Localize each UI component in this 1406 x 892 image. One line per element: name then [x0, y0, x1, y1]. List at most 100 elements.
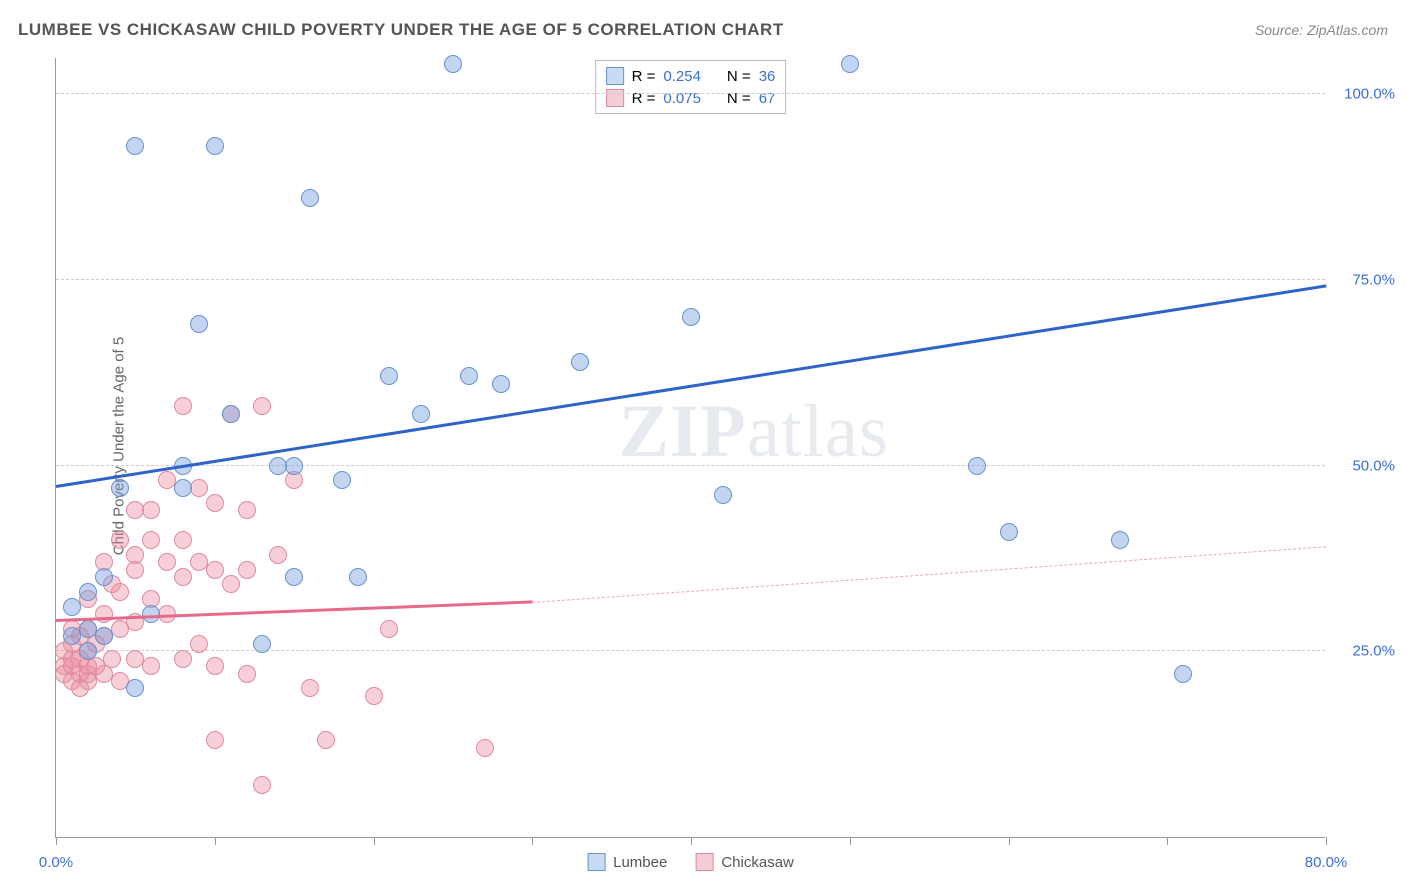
x-tick — [374, 837, 375, 845]
lumbee-marker — [95, 568, 113, 586]
lumbee-marker — [444, 55, 462, 73]
source-attribution: Source: ZipAtlas.com — [1255, 22, 1388, 38]
chickasaw-marker — [301, 679, 319, 697]
chickasaw-marker — [317, 731, 335, 749]
chickasaw-marker — [206, 561, 224, 579]
chickasaw-marker — [269, 546, 287, 564]
lumbee-marker — [380, 367, 398, 385]
chickasaw-marker — [103, 650, 121, 668]
lumbee-marker — [1174, 665, 1192, 683]
gridline — [56, 93, 1325, 94]
lumbee-marker — [571, 353, 589, 371]
watermark-bold: ZIP — [619, 390, 747, 473]
chickasaw-trendline-extrapolated — [532, 546, 1326, 603]
chickasaw-trendline — [56, 600, 532, 622]
n-label: N = — [727, 90, 751, 107]
chickasaw-marker — [126, 546, 144, 564]
chickasaw-marker — [238, 665, 256, 683]
lumbee-n-value: 36 — [759, 68, 776, 85]
chickasaw-marker — [222, 575, 240, 593]
chickasaw-marker — [380, 620, 398, 638]
lumbee-r-value: 0.254 — [663, 68, 701, 85]
lumbee-marker — [285, 568, 303, 586]
x-tick — [532, 837, 533, 845]
lumbee-swatch-icon — [606, 67, 624, 85]
chickasaw-n-value: 67 — [759, 90, 776, 107]
chickasaw-marker — [174, 568, 192, 586]
gridline — [56, 650, 1325, 651]
stats-row-lumbee: R = 0.254 N = 36 — [606, 65, 776, 87]
chickasaw-marker — [174, 531, 192, 549]
y-tick-label: 25.0% — [1335, 643, 1395, 660]
chickasaw-marker — [365, 687, 383, 705]
chickasaw-marker — [238, 561, 256, 579]
x-tick — [56, 837, 57, 845]
legend-item-lumbee: Lumbee — [587, 853, 667, 871]
y-tick-label: 50.0% — [1335, 457, 1395, 474]
chickasaw-marker — [206, 494, 224, 512]
chickasaw-marker — [238, 501, 256, 519]
series-legend: Lumbee Chickasaw — [587, 853, 794, 871]
chickasaw-marker — [476, 739, 494, 757]
watermark: ZIPatlas — [619, 389, 889, 475]
x-tick — [1326, 837, 1327, 845]
lumbee-legend-label: Lumbee — [613, 854, 667, 871]
lumbee-marker — [222, 405, 240, 423]
x-tick-label: 0.0% — [39, 854, 73, 871]
lumbee-marker — [126, 679, 144, 697]
r-label: R = — [632, 90, 656, 107]
lumbee-marker — [968, 457, 986, 475]
lumbee-marker — [1000, 523, 1018, 541]
source-label: Source: — [1255, 22, 1307, 38]
chickasaw-marker — [95, 605, 113, 623]
x-tick — [691, 837, 692, 845]
chickasaw-marker — [190, 635, 208, 653]
lumbee-marker — [349, 568, 367, 586]
lumbee-marker — [206, 137, 224, 155]
lumbee-marker — [79, 583, 97, 601]
scatter-plot-area: ZIPatlas R = 0.254 N = 36 R = 0.075 N = … — [55, 58, 1325, 838]
lumbee-marker — [79, 642, 97, 660]
lumbee-marker — [190, 315, 208, 333]
n-label: N = — [727, 68, 751, 85]
lumbee-marker — [301, 189, 319, 207]
lumbee-marker — [841, 55, 859, 73]
x-tick — [1167, 837, 1168, 845]
stats-row-chickasaw: R = 0.075 N = 67 — [606, 87, 776, 109]
chickasaw-swatch-icon — [606, 89, 624, 107]
watermark-light: atlas — [747, 390, 889, 473]
chickasaw-marker — [111, 531, 129, 549]
lumbee-marker — [95, 627, 113, 645]
chickasaw-marker — [142, 531, 160, 549]
chickasaw-marker — [111, 583, 129, 601]
chickasaw-marker — [206, 731, 224, 749]
x-tick — [215, 837, 216, 845]
chickasaw-marker — [190, 479, 208, 497]
chickasaw-r-value: 0.075 — [663, 90, 701, 107]
chickasaw-marker — [142, 657, 160, 675]
lumbee-marker — [174, 479, 192, 497]
lumbee-marker — [1111, 531, 1129, 549]
chickasaw-marker — [253, 776, 271, 794]
y-tick-label: 100.0% — [1335, 86, 1395, 103]
gridline — [56, 279, 1325, 280]
chickasaw-swatch-icon — [695, 853, 713, 871]
r-label: R = — [632, 68, 656, 85]
lumbee-marker — [126, 137, 144, 155]
lumbee-marker — [412, 405, 430, 423]
lumbee-marker — [492, 375, 510, 393]
legend-item-chickasaw: Chickasaw — [695, 853, 794, 871]
gridline — [56, 465, 1325, 466]
chickasaw-marker — [253, 397, 271, 415]
stats-legend: R = 0.254 N = 36 R = 0.075 N = 67 — [595, 60, 787, 114]
lumbee-swatch-icon — [587, 853, 605, 871]
lumbee-marker — [111, 479, 129, 497]
chickasaw-marker — [206, 657, 224, 675]
lumbee-marker — [253, 635, 271, 653]
x-tick-label: 80.0% — [1305, 854, 1348, 871]
lumbee-marker — [63, 598, 81, 616]
lumbee-marker — [285, 457, 303, 475]
chickasaw-marker — [174, 397, 192, 415]
chickasaw-marker — [174, 650, 192, 668]
chickasaw-marker — [142, 501, 160, 519]
